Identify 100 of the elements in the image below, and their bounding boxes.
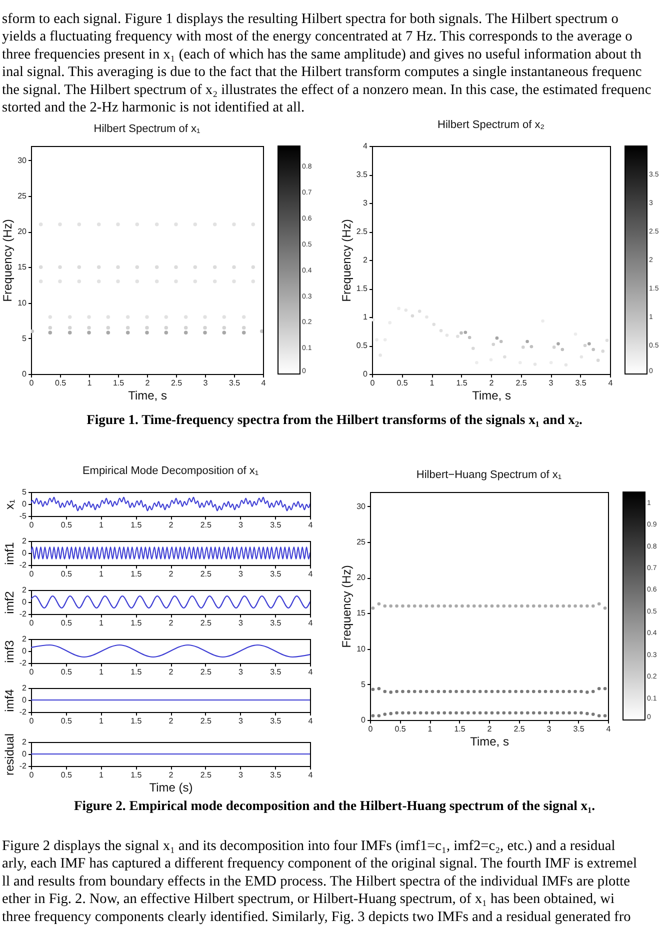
line-series xyxy=(31,595,310,609)
point xyxy=(460,331,463,335)
point xyxy=(410,314,414,318)
x-tick-label: 2 xyxy=(168,668,174,676)
x-tick-label: 1 xyxy=(99,520,104,530)
caption: Figure 2 displays the signal x₁ and its decomposition into four IMFs (imf1=c₁, imf2=c₂, etc.) and a residual xyxy=(2,838,616,854)
point xyxy=(562,690,566,694)
y-tick-label: 2 xyxy=(22,634,28,644)
y-axis-title: Frequency (Hz) xyxy=(339,219,354,302)
point xyxy=(472,711,476,715)
point xyxy=(502,690,506,694)
x-tick-label: 2 xyxy=(168,570,174,578)
x-tick-label: 2 xyxy=(168,618,174,628)
point xyxy=(448,604,452,608)
point xyxy=(591,690,595,694)
y-tick-label: 2.5 xyxy=(356,227,368,236)
point xyxy=(432,322,436,326)
point xyxy=(418,604,422,608)
x-tick-label: 0.5 xyxy=(60,618,72,628)
point xyxy=(520,604,524,608)
point xyxy=(592,348,595,352)
point xyxy=(395,690,398,694)
x-tick-label: 1.5 xyxy=(112,378,125,388)
x-tick-label: 3.5 xyxy=(575,378,587,388)
point xyxy=(401,690,404,694)
y-tick-label: 4 xyxy=(363,142,368,150)
point xyxy=(526,690,530,694)
point xyxy=(466,690,470,694)
x-tick-label: 3.5 xyxy=(270,570,282,578)
point xyxy=(401,604,404,608)
chart-title: Hilbert−Huang Spectrum of x₁ xyxy=(416,469,562,481)
point xyxy=(588,342,591,346)
point xyxy=(383,712,387,716)
y-tick-label: 10 xyxy=(18,298,28,308)
y-tick-label: 15 xyxy=(356,608,366,618)
point xyxy=(603,686,607,690)
point xyxy=(583,344,587,348)
point xyxy=(466,604,470,608)
point xyxy=(484,711,488,715)
point xyxy=(603,606,607,610)
x-tick-label: 4 xyxy=(606,724,612,734)
text: sform to each signal. Figure 1 displays the resulting Hilbert spectra for both signals. The Hilbert spectrum o xyxy=(2,11,618,27)
point xyxy=(597,602,601,606)
point xyxy=(484,690,488,694)
x-tick-label: 3 xyxy=(238,618,244,628)
x-tick-label: 0.5 xyxy=(60,668,72,676)
x-tick-label: 3.5 xyxy=(270,770,282,780)
point xyxy=(586,690,589,694)
point xyxy=(439,329,443,332)
point xyxy=(492,342,496,346)
x-tick-label: 2 xyxy=(487,724,492,734)
point xyxy=(371,688,375,692)
y-tick-label: 2 xyxy=(22,738,28,746)
point xyxy=(556,604,560,608)
x-tick-label: 1 xyxy=(99,716,104,726)
point xyxy=(591,604,595,608)
y-tick-label: 0 xyxy=(363,370,368,378)
point xyxy=(478,690,482,694)
point xyxy=(605,338,609,342)
x-tick-label: 1 xyxy=(99,618,104,628)
caption: Figure 2. Empirical mode decomposition and the Hilbert-Huang spectrum of the signal x₁. xyxy=(74,798,596,813)
y-axis-title: residual xyxy=(2,733,16,776)
x-tick-label: 4 xyxy=(608,378,614,388)
x-tick-label: 2 xyxy=(168,520,174,530)
x-tick-label: 3.5 xyxy=(573,724,585,734)
y-tick-label: 2 xyxy=(22,536,28,546)
x-tick-label: 0.5 xyxy=(60,770,72,780)
y-tick-label: -5 xyxy=(19,512,28,520)
x-tick-label: 0 xyxy=(29,520,34,530)
y-axis-title: imf4 xyxy=(2,688,16,712)
x-tick-label: 2.5 xyxy=(200,520,212,530)
y-axis-title: imf3 xyxy=(2,640,16,663)
point xyxy=(514,711,518,715)
y-tick-label: 20 xyxy=(356,573,366,582)
y-tick-label: -2 xyxy=(19,658,28,668)
y-tick-label: 0 xyxy=(22,500,28,508)
x-tick-label: 1 xyxy=(99,570,104,578)
x-tick-label: 3 xyxy=(548,378,554,388)
point xyxy=(538,690,542,694)
point xyxy=(499,340,503,344)
point xyxy=(389,604,392,608)
y-tick-label: 5 xyxy=(361,680,366,689)
point xyxy=(508,711,512,715)
point xyxy=(430,604,434,608)
point xyxy=(407,711,410,715)
x-tick-label: 1 xyxy=(430,378,435,388)
x-tick-label: 2.5 xyxy=(200,716,212,726)
y-tick-label: 0 xyxy=(22,696,28,704)
point xyxy=(401,711,404,715)
text: arly, each IMF has captured a different frequency component of the original signal. The fourth IMF is extremel xyxy=(2,856,637,872)
point xyxy=(562,711,566,715)
y-tick-label: 30 xyxy=(18,156,28,165)
point xyxy=(514,604,518,608)
point xyxy=(466,711,470,715)
point xyxy=(478,604,482,608)
x-tick-label: 3 xyxy=(203,378,208,388)
point xyxy=(526,711,530,715)
y-tick-label: 1.5 xyxy=(356,284,368,293)
point xyxy=(490,690,494,694)
point xyxy=(424,711,428,715)
